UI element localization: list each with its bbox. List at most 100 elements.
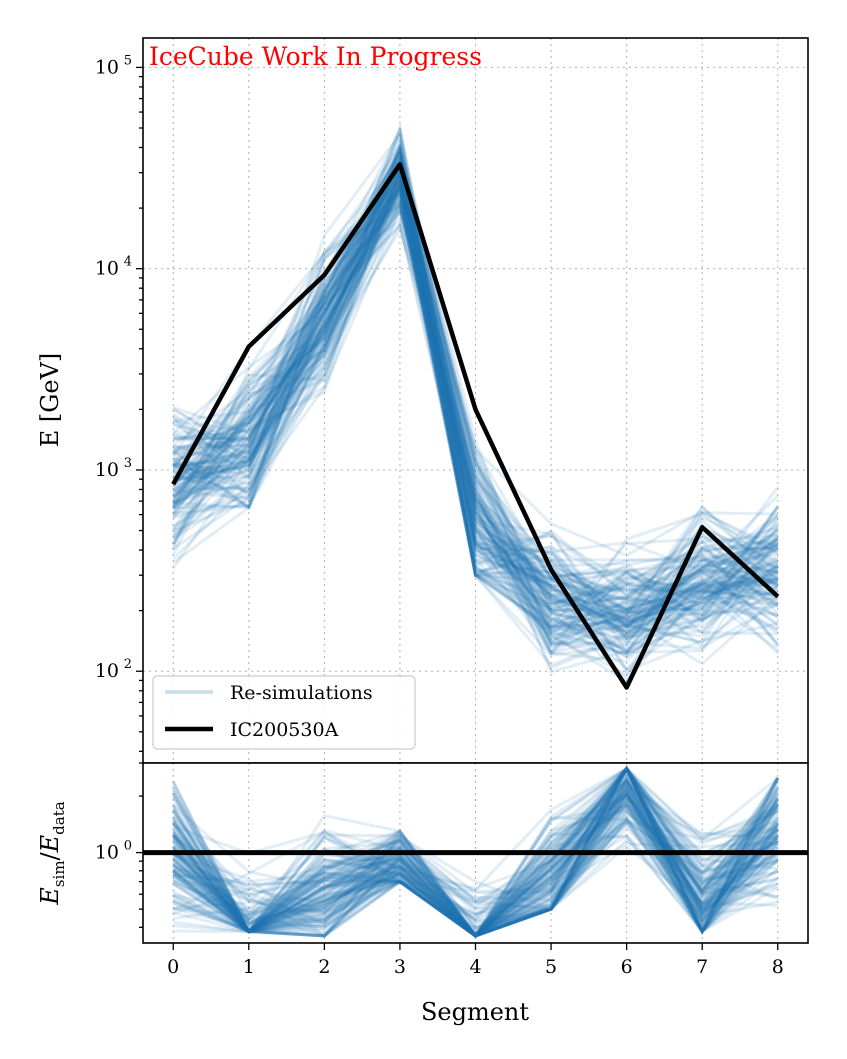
top-y-tick-label: 10 xyxy=(95,56,119,78)
ratio-line xyxy=(172,776,780,934)
ratio-line xyxy=(172,765,780,938)
ratio-line xyxy=(172,777,780,935)
ratio-line xyxy=(172,768,779,938)
resimulation-line xyxy=(172,150,779,676)
resimulation-line xyxy=(172,167,779,652)
ratio-line xyxy=(171,773,779,938)
resimulation-line xyxy=(173,192,779,650)
resimulation-line xyxy=(173,158,779,634)
resimulation-line xyxy=(171,175,779,593)
ratio-line xyxy=(171,796,778,934)
resimulation-line xyxy=(173,176,778,581)
ratio-line xyxy=(171,792,780,939)
resimulation-line xyxy=(172,142,779,610)
resimulation-line xyxy=(172,194,779,659)
ratio-line xyxy=(172,765,780,938)
ratio-line xyxy=(172,788,779,939)
resimulation-line xyxy=(172,155,779,597)
x-tick-label: 1 xyxy=(243,956,255,978)
resimulation-line xyxy=(171,161,779,654)
resimulation-line xyxy=(172,147,779,634)
resimulation-line xyxy=(173,173,779,659)
ratio-line xyxy=(172,765,779,938)
x-tick-label: 3 xyxy=(394,956,406,978)
resimulation-line xyxy=(172,175,779,588)
resimulation-line xyxy=(172,195,779,612)
resimulation-line xyxy=(172,161,779,623)
ratio-line xyxy=(171,782,778,939)
resimulation-line xyxy=(172,218,778,630)
x-tick-label: 8 xyxy=(772,956,784,978)
resimulation-line xyxy=(172,174,780,645)
ratio-line xyxy=(172,766,778,938)
resimulation-line xyxy=(172,163,779,645)
resimulation-line xyxy=(173,144,778,615)
ratio-line xyxy=(172,802,779,938)
resimulation-line xyxy=(173,171,779,607)
ratio-line xyxy=(172,801,779,938)
ratio-line xyxy=(172,788,780,935)
ratio-line xyxy=(172,785,778,938)
ratio-lines xyxy=(171,765,780,939)
resimulation-line xyxy=(171,163,779,636)
ratio-line xyxy=(171,782,779,935)
ratio-line xyxy=(171,794,779,938)
resimulation-line xyxy=(171,129,780,654)
resimulation-line xyxy=(171,183,779,627)
ratio-line xyxy=(173,765,779,938)
resimulation-line xyxy=(171,189,779,621)
resimulation-line xyxy=(172,204,780,612)
ratio-line xyxy=(172,807,779,938)
ratio-line xyxy=(172,780,779,938)
resimulation-line xyxy=(172,154,779,626)
ratio-line xyxy=(172,792,779,938)
resimulation-line xyxy=(171,146,778,684)
resimulation-line xyxy=(172,182,778,627)
resimulation-line xyxy=(173,171,778,633)
ratio-line xyxy=(172,767,779,938)
bottom-plot-frame xyxy=(142,762,809,944)
ratio-line xyxy=(172,765,780,938)
resimulation-line xyxy=(172,183,779,681)
resimulation-line xyxy=(172,207,779,619)
ratio-line xyxy=(172,777,779,938)
ratio-line xyxy=(172,765,778,934)
top-y-tick-exponent: 3 xyxy=(124,456,132,471)
resimulation-line xyxy=(172,206,779,630)
ratio-line xyxy=(171,765,780,938)
ratio-line xyxy=(172,765,779,934)
ratio-line xyxy=(172,815,779,938)
resimulation-line xyxy=(173,154,778,613)
ratio-line xyxy=(172,814,780,927)
top-grid xyxy=(143,38,808,763)
resimulation-line xyxy=(172,144,779,618)
ratio-line xyxy=(171,793,779,938)
top-y-axis-title: E [GeV] xyxy=(36,353,64,448)
top-y-tick-exponent: 2 xyxy=(124,657,132,672)
ratio-line xyxy=(172,765,779,938)
resimulation-line xyxy=(173,165,779,595)
resimulation-line xyxy=(172,176,779,651)
ratio-line xyxy=(171,765,780,939)
ratio-line xyxy=(172,777,780,938)
ratio-line xyxy=(172,765,779,923)
ratio-line xyxy=(172,794,779,934)
resimulation-line xyxy=(172,140,779,638)
ratio-line xyxy=(172,803,779,934)
resimulation-line xyxy=(172,176,779,673)
resimulation-line xyxy=(172,163,779,646)
resimulation-line xyxy=(172,151,778,655)
resimulation-line xyxy=(172,168,779,621)
ratio-line xyxy=(172,786,779,938)
resimulation-line xyxy=(172,123,779,624)
ratio-line xyxy=(172,818,780,938)
resimulation-line xyxy=(172,165,779,600)
ratio-line xyxy=(172,800,779,938)
ratio-line xyxy=(172,833,779,939)
ratio-line xyxy=(172,802,780,934)
resimulation-line xyxy=(172,129,780,623)
ratio-line xyxy=(172,766,779,919)
resimulation-line xyxy=(171,164,779,601)
resimulation-lines xyxy=(171,122,780,684)
